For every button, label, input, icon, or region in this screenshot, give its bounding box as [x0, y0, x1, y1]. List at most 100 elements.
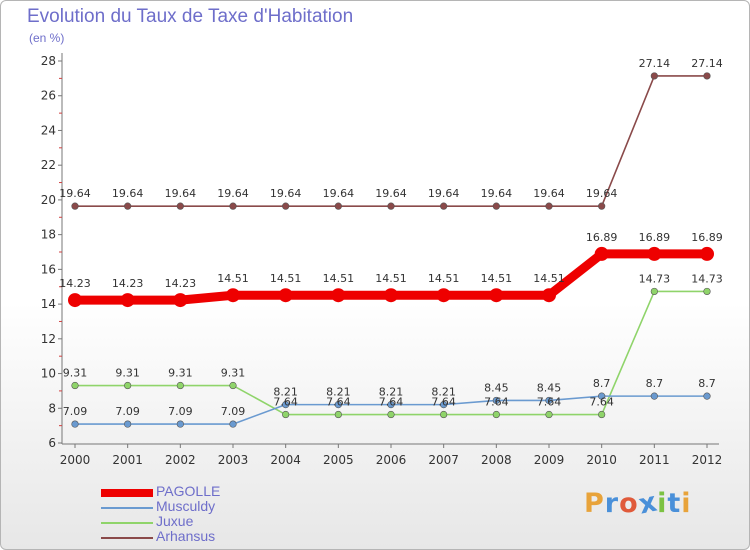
- y-tick-label: 6: [48, 436, 56, 450]
- data-point-pagolle: [120, 293, 135, 308]
- data-point-arhansus: [176, 202, 184, 210]
- data-point-arhansus: [492, 202, 500, 210]
- data-label-musculdy: 7.09: [168, 405, 193, 418]
- data-label-musculdy: 8.7: [646, 377, 664, 390]
- x-tick-label: 2000: [60, 453, 91, 467]
- data-label-musculdy: 8.21: [273, 386, 298, 399]
- y-tick-label: 18: [41, 228, 56, 242]
- x-tick-label: 2005: [323, 453, 354, 467]
- data-point-juxue: [282, 410, 290, 419]
- data-label-musculdy: 8.45: [484, 381, 509, 394]
- data-point-arhansus: [334, 202, 342, 210]
- y-tick-label: 26: [41, 89, 56, 103]
- data-label-juxue: 7.64: [537, 396, 562, 409]
- data-point-arhansus: [703, 72, 711, 80]
- data-label-juxue: 7.64: [326, 396, 351, 409]
- data-point-pagolle: [278, 288, 293, 303]
- logo-letter: i: [657, 488, 668, 519]
- data-point-pagolle: [489, 288, 504, 303]
- data-label-juxue: 7.64: [589, 396, 614, 409]
- data-point-juxue: [440, 410, 448, 419]
- x-tick-label: 2003: [218, 453, 249, 467]
- data-label-juxue: 14.73: [639, 272, 671, 285]
- data-point-musculdy: [598, 392, 606, 400]
- legend-label: Musculdy: [156, 498, 216, 514]
- data-point-arhansus: [440, 202, 448, 210]
- chart-title: Evolution du Taux de Taxe d'Habitation: [27, 6, 354, 27]
- x-tick-label: 2009: [534, 453, 565, 467]
- data-label-juxue: 9.31: [168, 367, 193, 380]
- data-point-musculdy: [387, 401, 395, 409]
- x-tick-label: 2008: [481, 453, 512, 467]
- data-label-musculdy: 8.45: [537, 381, 562, 394]
- data-label-juxue: 9.31: [63, 367, 88, 380]
- legend-label: Juxue: [156, 513, 194, 529]
- legend-swatch: [101, 522, 153, 524]
- data-label-pagolle: 14.51: [428, 272, 460, 285]
- data-label-arhansus: 19.64: [481, 187, 513, 200]
- data-label-pagolle: 14.51: [375, 272, 407, 285]
- data-point-arhansus: [545, 202, 553, 210]
- data-label-arhansus: 19.64: [217, 187, 249, 200]
- data-label-pagolle: 14.51: [270, 272, 302, 285]
- data-point-musculdy: [492, 396, 500, 405]
- data-point-juxue: [229, 381, 237, 390]
- data-label-musculdy: 8.7: [698, 377, 716, 390]
- data-point-arhansus: [387, 202, 395, 210]
- data-point-pagolle: [173, 293, 188, 308]
- x-tick-label: 2007: [428, 453, 459, 467]
- data-point-musculdy: [71, 420, 79, 428]
- data-label-musculdy: 8.21: [431, 386, 456, 399]
- y-tick-label: 20: [41, 193, 56, 207]
- data-label-juxue: 7.64: [273, 396, 298, 409]
- data-point-juxue: [650, 287, 658, 296]
- logo-letter: o: [619, 488, 639, 519]
- data-point-pagolle: [700, 246, 714, 261]
- data-point-juxue: [176, 381, 184, 390]
- logo-letter: i: [681, 488, 692, 519]
- data-label-pagolle: 16.89: [586, 231, 618, 244]
- y-tick-label: 14: [41, 297, 56, 311]
- data-point-juxue: [387, 410, 395, 419]
- data-label-pagolle: 14.23: [165, 277, 197, 290]
- data-label-juxue: 7.64: [379, 396, 404, 409]
- y-tick-label: 8: [48, 401, 56, 415]
- x-tick-label: 2011: [639, 453, 670, 467]
- logo-letter: r: [604, 488, 620, 519]
- data-label-juxue: 9.31: [221, 367, 246, 380]
- proxiti-logo: Proxiti: [584, 486, 692, 520]
- data-label-pagolle: 14.51: [533, 272, 565, 285]
- data-label-musculdy: 7.09: [221, 405, 246, 418]
- data-label-pagolle: 16.89: [691, 231, 723, 244]
- data-label-musculdy: 7.09: [63, 405, 88, 418]
- x-tick-label: 2001: [112, 453, 143, 467]
- data-point-pagolle: [226, 288, 240, 303]
- data-point-pagolle: [331, 288, 346, 303]
- data-label-musculdy: 8.21: [326, 386, 351, 399]
- data-label-arhansus: 19.64: [165, 187, 197, 200]
- data-point-juxue: [71, 381, 79, 390]
- data-point-arhansus: [282, 202, 290, 210]
- legend-swatch: [101, 489, 153, 497]
- data-point-juxue: [703, 287, 711, 296]
- data-point-musculdy: [545, 396, 553, 405]
- x-tick-label: 2006: [376, 453, 407, 467]
- data-label-juxue: 7.64: [431, 396, 456, 409]
- data-point-pagolle: [594, 246, 609, 261]
- data-point-pagolle: [436, 288, 451, 303]
- y-tick-label: 28: [41, 54, 56, 68]
- data-point-musculdy: [703, 392, 711, 400]
- data-point-musculdy: [650, 392, 658, 400]
- legend-swatch: [101, 507, 153, 509]
- data-point-juxue: [124, 381, 132, 390]
- data-label-arhansus: 19.64: [586, 187, 618, 200]
- x-tick-label: 2012: [692, 453, 723, 467]
- data-label-juxue: 7.64: [484, 396, 509, 409]
- data-label-arhansus: 19.64: [375, 187, 407, 200]
- data-point-arhansus: [650, 72, 658, 80]
- y-axis-unit: (en %): [29, 31, 65, 45]
- data-label-musculdy: 8.7: [593, 377, 611, 390]
- data-point-musculdy: [334, 401, 342, 409]
- legend-swatch: [101, 537, 153, 539]
- data-label-juxue: 9.31: [115, 367, 140, 380]
